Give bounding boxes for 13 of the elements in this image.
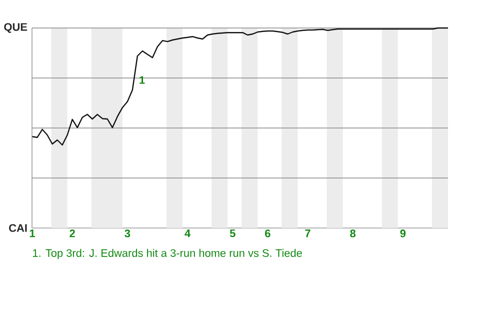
- text: 1. Top 3rd: J. Edwards hit a 3-run home run vs S. Tiede: [33, 248, 302, 260]
- x-tick-label: 4: [184, 230, 191, 238]
- x-tick-label: 5: [230, 230, 236, 238]
- x-tick-label: 3: [124, 230, 130, 238]
- text: CAI: [9, 224, 27, 232]
- x-tick-label: 8: [350, 230, 356, 238]
- x-tick-label: 6: [265, 230, 270, 238]
- x-tick-label: 2: [70, 230, 75, 238]
- text: QUE: [4, 23, 28, 33]
- x-tick-label: 9: [400, 230, 406, 238]
- x-tick-label: 7: [305, 230, 310, 238]
- annotation: 1: [140, 76, 145, 84]
- x-tick-label: 1: [30, 230, 35, 238]
